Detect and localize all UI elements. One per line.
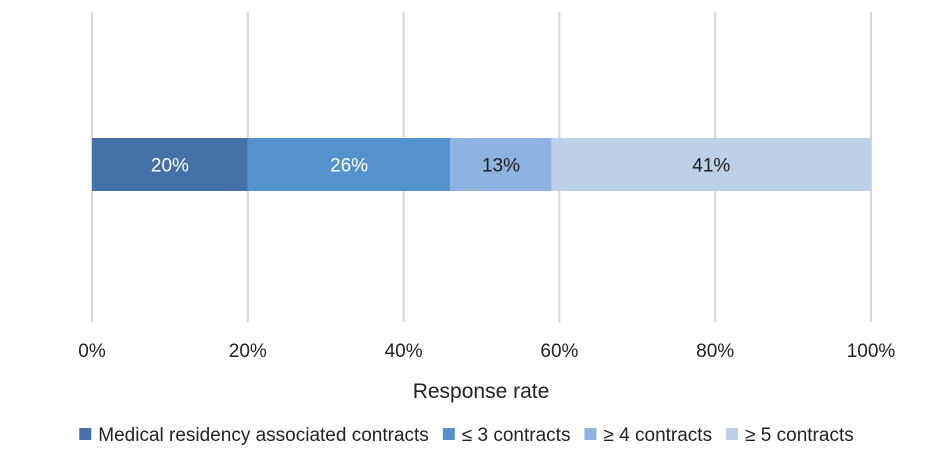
- legend-item: ≤ 3 contracts: [442, 425, 571, 446]
- x-tick-label: 80%: [696, 341, 734, 362]
- bar-data-label: 41%: [692, 156, 730, 177]
- legend-swatch: [726, 428, 739, 440]
- x-tick-label: 60%: [540, 341, 578, 362]
- bar-data-label: 20%: [151, 156, 189, 177]
- legend-label: ≥ 4 contracts: [603, 425, 712, 446]
- legend-swatch: [79, 428, 92, 440]
- legend-label: ≤ 3 contracts: [462, 425, 571, 446]
- legend-label: ≥ 5 contracts: [745, 425, 854, 446]
- x-tick-label: 0%: [78, 341, 106, 362]
- bar-data-label: 26%: [330, 156, 368, 177]
- legend-label: Medical residency associated contracts: [98, 425, 429, 446]
- bar-segments: 20% 26% 13% 41%: [92, 138, 871, 191]
- bar-segment: [92, 138, 248, 191]
- x-tick-label: 40%: [385, 341, 423, 362]
- legend-item: ≥ 4 contracts: [584, 425, 712, 446]
- x-tick-label: 20%: [229, 341, 267, 362]
- bar-segment: [247, 138, 451, 191]
- bar-segment: [450, 138, 552, 191]
- x-axis-title: Response rate: [413, 380, 550, 403]
- legend-swatch: [584, 428, 597, 440]
- bar-segment: [551, 138, 871, 191]
- bar-data-label: 13%: [482, 156, 520, 177]
- legend-swatch: [442, 428, 455, 440]
- legend: Medical residency associated contracts ≤ …: [79, 425, 854, 446]
- legend-item: Medical residency associated contracts: [79, 425, 429, 446]
- x-tick-label: 100%: [847, 341, 896, 362]
- legend-item: ≥ 5 contracts: [726, 425, 854, 446]
- x-axis-tick-labels: 0% 20% 40% 60% 80% 100%: [78, 341, 895, 362]
